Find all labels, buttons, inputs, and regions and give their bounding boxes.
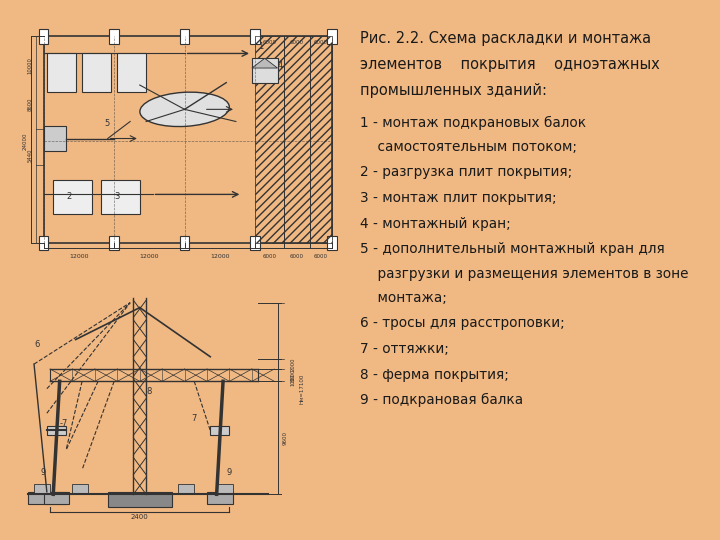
Text: 7: 7 <box>191 414 197 423</box>
Text: монтажа;: монтажа; <box>360 291 447 305</box>
Bar <box>327 235 337 251</box>
Text: разгрузки и размещения элементов в зоне: разгрузки и размещения элементов в зоне <box>360 267 688 281</box>
Bar <box>179 484 194 494</box>
Ellipse shape <box>140 92 230 126</box>
Bar <box>180 29 189 44</box>
Text: 3 - монтаж плит покрытия;: 3 - монтаж плит покрытия; <box>360 191 557 205</box>
Text: 5440: 5440 <box>27 148 32 162</box>
Bar <box>44 126 66 151</box>
Text: Hм=17100: Hм=17100 <box>300 374 305 404</box>
Text: 12000: 12000 <box>69 254 89 259</box>
Text: 9600: 9600 <box>282 431 287 445</box>
Bar <box>109 29 119 44</box>
Text: 6 - тросы для расстроповки;: 6 - тросы для расстроповки; <box>360 316 564 330</box>
Bar <box>207 492 233 504</box>
Bar <box>210 426 230 435</box>
Bar <box>180 235 189 251</box>
Text: -7: -7 <box>60 418 68 428</box>
Bar <box>53 180 91 214</box>
Text: 7 - оттяжки;: 7 - оттяжки; <box>360 342 449 356</box>
Text: промышленных зданий:: промышленных зданий: <box>360 83 547 98</box>
Text: 1: 1 <box>258 42 264 51</box>
Bar <box>39 235 48 251</box>
Text: 2 - разгрузка плит покрытия;: 2 - разгрузка плит покрытия; <box>360 165 572 179</box>
Bar <box>47 53 76 92</box>
Text: 8: 8 <box>146 387 151 396</box>
Bar <box>251 235 260 251</box>
Text: 24000: 24000 <box>23 132 28 150</box>
Text: 2000: 2000 <box>290 357 295 371</box>
Bar <box>82 53 111 92</box>
Bar <box>44 492 69 504</box>
Bar <box>39 29 48 44</box>
Text: 6000: 6000 <box>314 40 328 45</box>
Bar <box>310 36 332 243</box>
Bar <box>27 492 66 504</box>
Bar <box>109 235 119 251</box>
Text: элементов    покрытия    одноэтажных: элементов покрытия одноэтажных <box>360 57 660 72</box>
Polygon shape <box>252 58 277 68</box>
Bar <box>217 484 233 494</box>
Text: 9 - подкрановая балка: 9 - подкрановая балка <box>360 393 523 407</box>
Text: 3: 3 <box>114 192 120 201</box>
Text: 6000: 6000 <box>314 254 328 259</box>
Text: 1 - монтаж подкрановых балок: 1 - монтаж подкрановых балок <box>360 116 586 130</box>
Text: 5: 5 <box>104 119 109 129</box>
Text: 8 - ферма покрытия;: 8 - ферма покрытия; <box>360 368 509 382</box>
Text: 6000: 6000 <box>289 254 304 259</box>
Text: 4: 4 <box>277 61 283 70</box>
Text: 10000: 10000 <box>27 57 32 74</box>
Text: самостоятельным потоком;: самостоятельным потоком; <box>360 140 577 154</box>
Bar <box>34 484 50 494</box>
Text: 6000: 6000 <box>263 40 276 45</box>
Text: 6000: 6000 <box>289 40 304 45</box>
Bar <box>327 29 337 44</box>
Text: 12000: 12000 <box>210 254 230 259</box>
Text: 1000: 1000 <box>290 374 295 386</box>
Text: 4 - монтажный кран;: 4 - монтажный кран; <box>360 217 510 231</box>
Text: 3600: 3600 <box>290 368 295 382</box>
Text: 8600: 8600 <box>27 98 32 111</box>
Bar <box>252 58 277 83</box>
Bar <box>117 53 146 92</box>
Bar <box>251 29 260 44</box>
Text: 9: 9 <box>226 468 232 477</box>
Text: Рис. 2.2. Схема раскладки и монтажа: Рис. 2.2. Схема раскладки и монтажа <box>360 31 651 46</box>
Text: 6000: 6000 <box>263 254 276 259</box>
Bar <box>44 36 332 243</box>
Text: 5 - дополнительный монтажный кран для: 5 - дополнительный монтажный кран для <box>360 242 665 256</box>
Bar <box>102 180 140 214</box>
Bar <box>73 484 89 494</box>
Text: 2: 2 <box>67 192 72 201</box>
Bar <box>284 36 310 243</box>
Bar <box>255 36 284 243</box>
Text: 2400: 2400 <box>131 514 148 520</box>
Text: 6: 6 <box>34 340 40 349</box>
Text: 9: 9 <box>40 468 45 477</box>
Text: 12000: 12000 <box>140 254 159 259</box>
Bar <box>47 426 66 435</box>
Bar <box>108 492 172 507</box>
